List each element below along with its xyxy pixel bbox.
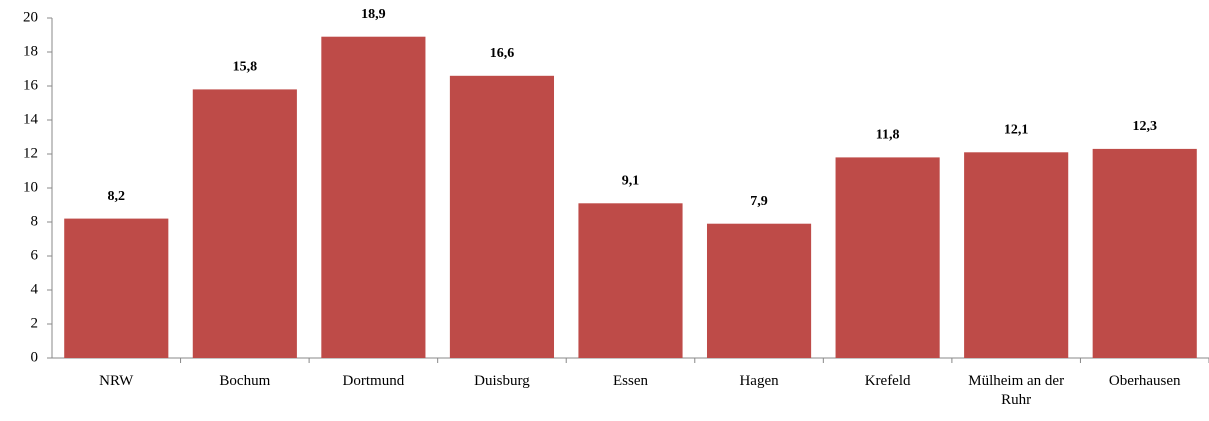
value-label: 16,6 xyxy=(490,46,515,61)
y-tick-label: 8 xyxy=(31,213,39,229)
bar xyxy=(321,36,426,358)
y-tick-label: 18 xyxy=(23,43,38,59)
bar xyxy=(578,203,683,358)
x-tick-label: Essen xyxy=(613,373,648,389)
bar xyxy=(835,157,940,358)
bar xyxy=(706,223,812,358)
x-tick-label: Bochum xyxy=(219,373,271,389)
value-label: 11,8 xyxy=(876,128,900,143)
value-label: 15,8 xyxy=(233,60,258,75)
y-tick-label: 12 xyxy=(23,145,38,161)
x-tick-label: Duisburg xyxy=(474,373,530,389)
value-label: 12,1 xyxy=(1004,123,1029,138)
x-tick-label: Krefeld xyxy=(864,373,911,389)
value-label: 12,3 xyxy=(1132,119,1157,134)
bar xyxy=(449,75,555,359)
x-tick-label: Dortmund xyxy=(342,373,405,389)
value-label: 8,2 xyxy=(108,189,126,204)
value-label: 18,9 xyxy=(361,7,386,22)
y-tick-label: 6 xyxy=(31,247,39,263)
x-tick-label: Hagen xyxy=(739,373,779,389)
y-tick-label: 20 xyxy=(23,9,38,25)
y-tick-label: 14 xyxy=(23,111,39,127)
bar xyxy=(1092,148,1197,358)
value-label: 9,1 xyxy=(622,174,640,189)
x-tick-label: NRW xyxy=(99,373,134,389)
value-label: 7,9 xyxy=(750,194,768,209)
y-tick-label: 0 xyxy=(31,349,39,365)
bar xyxy=(64,218,169,358)
y-tick-label: 4 xyxy=(31,281,39,297)
bar xyxy=(964,152,1069,358)
x-tick-label: Mülheim an der Ruhr xyxy=(968,373,1065,408)
y-tick-label: 16 xyxy=(23,77,39,93)
y-tick-label: 10 xyxy=(23,179,38,195)
y-tick-label: 2 xyxy=(31,315,39,331)
x-tick-label: Oberhausen xyxy=(1108,373,1181,389)
bar xyxy=(192,89,297,359)
